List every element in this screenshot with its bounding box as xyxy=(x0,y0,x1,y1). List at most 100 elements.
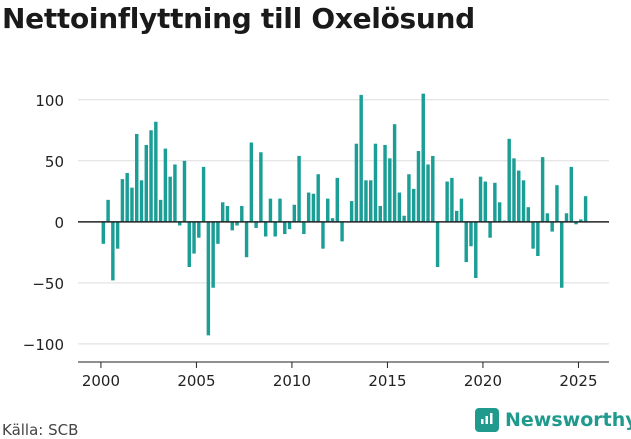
bar xyxy=(163,148,168,222)
bar xyxy=(497,202,502,222)
bar xyxy=(373,143,378,222)
bar xyxy=(550,221,554,232)
bar xyxy=(426,164,430,222)
y-tick-label: 100 xyxy=(35,92,64,110)
bar xyxy=(273,221,277,237)
x-tick-label: 2005 xyxy=(177,372,215,390)
bar xyxy=(235,221,239,226)
bar xyxy=(478,176,483,222)
bar xyxy=(407,174,411,222)
bar xyxy=(111,221,115,281)
bar xyxy=(569,166,573,222)
brand-logo: Newsworthy xyxy=(475,408,631,432)
bar xyxy=(287,221,292,230)
bar xyxy=(177,221,182,226)
x-tick-label: 2015 xyxy=(368,372,406,390)
bar xyxy=(154,121,158,222)
bar xyxy=(297,155,301,222)
bar xyxy=(545,213,550,222)
bar xyxy=(158,199,163,222)
bar xyxy=(302,221,306,235)
bar xyxy=(464,221,468,263)
bar xyxy=(149,130,153,222)
bar xyxy=(292,204,297,222)
bar xyxy=(531,221,535,249)
x-tick-label: 2000 xyxy=(82,372,120,390)
bar-series xyxy=(101,93,588,336)
bar xyxy=(402,215,406,222)
bar xyxy=(583,196,588,222)
bar xyxy=(211,221,215,288)
bar xyxy=(450,177,454,222)
bar xyxy=(120,179,125,222)
bar xyxy=(560,221,564,288)
bar xyxy=(135,133,139,222)
bar xyxy=(326,198,330,222)
bar xyxy=(340,221,344,242)
bar xyxy=(454,210,459,222)
bar xyxy=(383,144,387,222)
bar xyxy=(306,192,311,222)
brand-name: Newsworthy xyxy=(505,409,631,431)
bar xyxy=(392,124,397,222)
bar xyxy=(249,142,254,222)
bar xyxy=(526,207,531,222)
bar xyxy=(115,221,120,249)
x-tick-label: 2020 xyxy=(464,372,502,390)
bar xyxy=(197,221,201,238)
bar xyxy=(493,182,497,222)
y-tick-label: 50 xyxy=(45,153,64,171)
bar xyxy=(397,192,402,222)
bar xyxy=(435,221,440,267)
bar xyxy=(521,180,526,222)
bar xyxy=(579,219,583,222)
chart-title: Nettoinflyttning till Oxelösund xyxy=(2,2,475,35)
bar xyxy=(564,213,569,222)
bar xyxy=(182,160,187,222)
bar xyxy=(574,221,578,225)
bar xyxy=(316,174,320,222)
y-tick-label: −100 xyxy=(23,336,64,354)
bar xyxy=(354,143,359,222)
bar xyxy=(378,205,382,222)
bar xyxy=(259,152,263,222)
bar xyxy=(201,166,206,222)
y-axis-labels: 100 50 0 −50 −100 xyxy=(23,92,64,354)
bar xyxy=(512,158,516,222)
bar xyxy=(263,221,268,237)
bar xyxy=(139,180,144,222)
bar xyxy=(483,181,488,222)
bar xyxy=(540,157,545,222)
bar xyxy=(144,144,149,222)
bar xyxy=(474,221,478,278)
y-tick-label: −50 xyxy=(32,275,64,293)
bar xyxy=(173,164,177,222)
bar xyxy=(106,199,110,222)
bar xyxy=(421,93,425,222)
bar xyxy=(388,158,392,222)
bar xyxy=(192,221,196,254)
bar xyxy=(268,198,273,222)
bar xyxy=(168,176,172,222)
bar xyxy=(206,221,211,336)
bar xyxy=(240,205,244,222)
bar xyxy=(216,221,220,244)
bar xyxy=(330,218,335,222)
bar xyxy=(130,187,134,222)
bar xyxy=(411,188,416,222)
bar xyxy=(220,202,225,222)
bar xyxy=(254,221,258,228)
bar xyxy=(459,198,464,222)
y-tick-label: 0 xyxy=(54,214,64,232)
bar xyxy=(311,193,316,222)
bar xyxy=(125,173,129,222)
bar xyxy=(431,155,435,222)
x-tick-label: 2010 xyxy=(273,372,311,390)
bar xyxy=(359,94,363,222)
bar xyxy=(278,198,282,222)
bar xyxy=(517,170,521,222)
bar xyxy=(349,201,354,222)
bar xyxy=(101,221,106,244)
x-tick-label: 2025 xyxy=(559,372,597,390)
newsworthy-logo-icon xyxy=(475,408,499,432)
